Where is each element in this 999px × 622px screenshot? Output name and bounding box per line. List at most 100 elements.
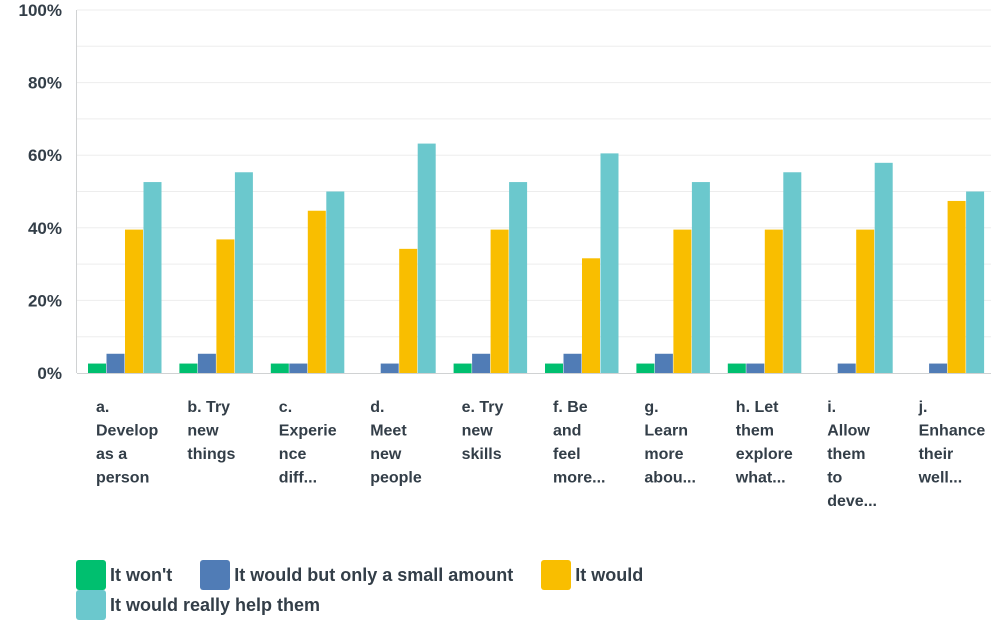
bar bbox=[764, 229, 783, 373]
bar bbox=[179, 363, 198, 373]
bar bbox=[746, 363, 765, 373]
bar bbox=[490, 229, 509, 373]
category-label: abou... bbox=[644, 470, 696, 487]
category-label: explore bbox=[736, 446, 793, 463]
legend: It won't It would but only a small amount… bbox=[76, 560, 976, 620]
category-label: nce bbox=[279, 446, 307, 463]
y-tick-label: 60% bbox=[28, 146, 62, 165]
category-label: Enhance bbox=[919, 423, 986, 440]
bar bbox=[472, 353, 491, 373]
category-label: Experie bbox=[279, 423, 337, 440]
legend-swatch bbox=[541, 560, 572, 590]
legend-label: It would bbox=[575, 564, 644, 585]
category-label: Meet bbox=[370, 423, 407, 440]
legend-item: It won't bbox=[76, 560, 172, 590]
bar bbox=[783, 172, 802, 373]
bar bbox=[545, 363, 563, 373]
y-tick-label: 100% bbox=[19, 1, 62, 20]
category-label: b. Try bbox=[187, 399, 230, 416]
y-tick-label: 0% bbox=[37, 364, 62, 383]
gridlines bbox=[77, 9, 991, 338]
legend-item: It would but only a small amount bbox=[200, 560, 513, 590]
bar bbox=[234, 172, 253, 373]
y-tick-label: 20% bbox=[28, 291, 62, 310]
bar bbox=[673, 229, 692, 373]
legend-item: It would really help them bbox=[76, 590, 320, 620]
bar bbox=[856, 229, 875, 373]
category-label: more... bbox=[553, 470, 605, 487]
bar-chart: 0% 20% 40% 60% 80% 100% a. Develop as a person b.… bbox=[19, 1, 991, 510]
category-label: person bbox=[96, 470, 149, 487]
bar bbox=[563, 353, 582, 373]
category-label: new bbox=[187, 423, 219, 440]
legend-label: It would but only a small amount bbox=[234, 564, 514, 585]
bar bbox=[874, 162, 893, 373]
category-label: them bbox=[827, 446, 865, 463]
category-label: diff... bbox=[279, 470, 317, 487]
y-tick-label: 80% bbox=[28, 74, 62, 93]
bar bbox=[307, 210, 326, 373]
category-label: more bbox=[644, 446, 683, 463]
bar bbox=[106, 353, 125, 373]
category-label: Develop bbox=[96, 423, 158, 440]
category-label: as a bbox=[96, 446, 127, 463]
bar bbox=[125, 229, 143, 373]
category-label: Allow bbox=[827, 423, 870, 440]
category-label: their bbox=[919, 446, 954, 463]
bar bbox=[947, 200, 966, 373]
category-label: d. bbox=[370, 399, 384, 416]
category-label: to bbox=[827, 470, 842, 487]
bar bbox=[727, 363, 746, 373]
bar bbox=[326, 191, 345, 373]
category-label: skills bbox=[462, 446, 502, 463]
y-tick-label: 40% bbox=[28, 219, 62, 238]
bar bbox=[929, 363, 948, 373]
bar bbox=[380, 363, 399, 373]
bar bbox=[216, 239, 235, 373]
category-label: g. bbox=[644, 399, 658, 416]
bar bbox=[453, 363, 472, 373]
category-label: and bbox=[553, 423, 581, 440]
bar bbox=[582, 258, 600, 373]
legend-swatch bbox=[76, 560, 106, 590]
bar bbox=[654, 353, 673, 373]
category-label: things bbox=[187, 446, 235, 463]
bar bbox=[636, 363, 655, 373]
category-label: people bbox=[370, 470, 422, 487]
legend-swatch bbox=[200, 560, 231, 590]
legend-item: It would bbox=[541, 560, 643, 590]
legend-swatch bbox=[76, 590, 106, 620]
bar bbox=[289, 363, 308, 373]
legend-label: It would really help them bbox=[110, 594, 321, 615]
category-label: feel bbox=[553, 446, 581, 463]
bar bbox=[966, 191, 985, 373]
category-label: what... bbox=[735, 470, 786, 487]
bars bbox=[88, 143, 985, 373]
category-label: c. bbox=[279, 399, 292, 416]
y-axis-ticks: 0% 20% 40% 60% 80% 100% bbox=[19, 1, 62, 383]
category-label: j. bbox=[918, 399, 928, 416]
bar bbox=[143, 182, 162, 373]
category-label: new bbox=[462, 423, 494, 440]
category-label: i. bbox=[827, 399, 836, 416]
category-label: well... bbox=[918, 470, 963, 487]
bar bbox=[197, 353, 216, 373]
bar bbox=[88, 363, 106, 373]
bar bbox=[417, 143, 436, 373]
legend-row: It won't It would but only a small amount… bbox=[76, 560, 976, 590]
bar bbox=[600, 153, 619, 373]
category-label: deve... bbox=[827, 493, 877, 510]
bar bbox=[509, 182, 528, 373]
category-label: Learn bbox=[644, 423, 688, 440]
bar bbox=[837, 363, 856, 373]
bar bbox=[270, 363, 289, 373]
category-label: new bbox=[370, 446, 402, 463]
legend-label: It won't bbox=[110, 564, 173, 585]
legend-row: It would really help them bbox=[76, 590, 976, 620]
category-label: them bbox=[736, 423, 774, 440]
category-label: e. Try bbox=[462, 399, 504, 416]
bar bbox=[691, 182, 710, 373]
category-labels: a. Develop as a person b. Try new things c. Expe… bbox=[96, 399, 985, 510]
category-label: a. bbox=[96, 399, 109, 416]
category-label: f. Be bbox=[553, 399, 588, 416]
